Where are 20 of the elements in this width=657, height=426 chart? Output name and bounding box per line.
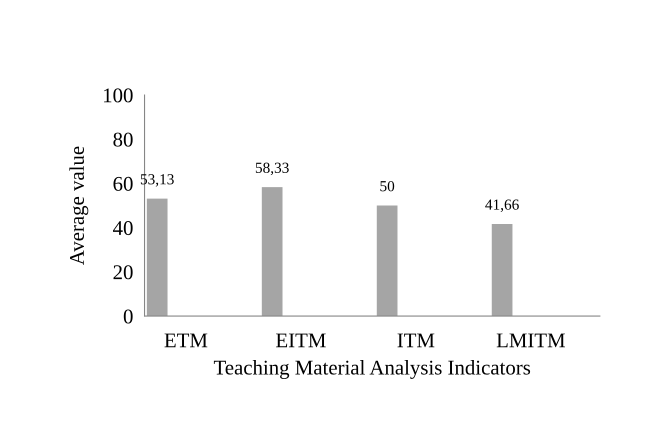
x-axis-title: Teaching Material Analysis Indicators xyxy=(214,360,530,379)
data-label: 53,13 xyxy=(140,174,174,187)
x-tick-label: ETM xyxy=(164,334,208,348)
bar xyxy=(146,198,168,316)
x-tick-label: EITM xyxy=(276,334,326,348)
data-label: 41,66 xyxy=(485,200,519,212)
data-label: 50 xyxy=(380,181,394,192)
bar xyxy=(376,206,398,316)
bar xyxy=(262,187,283,316)
y-tick-label: 80 xyxy=(113,132,133,147)
y-tick-label: 0 xyxy=(124,309,133,324)
y-axis-title: Average value xyxy=(69,146,88,266)
x-tick-label: LMITM xyxy=(496,334,565,348)
y-tick-label: 60 xyxy=(113,176,133,191)
data-label: 58,33 xyxy=(256,162,289,176)
y-tick-label: 100 xyxy=(104,88,133,102)
bar xyxy=(492,224,512,316)
x-tick-label: ITM xyxy=(398,334,434,348)
y-tick-label: 40 xyxy=(113,221,133,236)
y-tick-label: 20 xyxy=(114,265,133,280)
